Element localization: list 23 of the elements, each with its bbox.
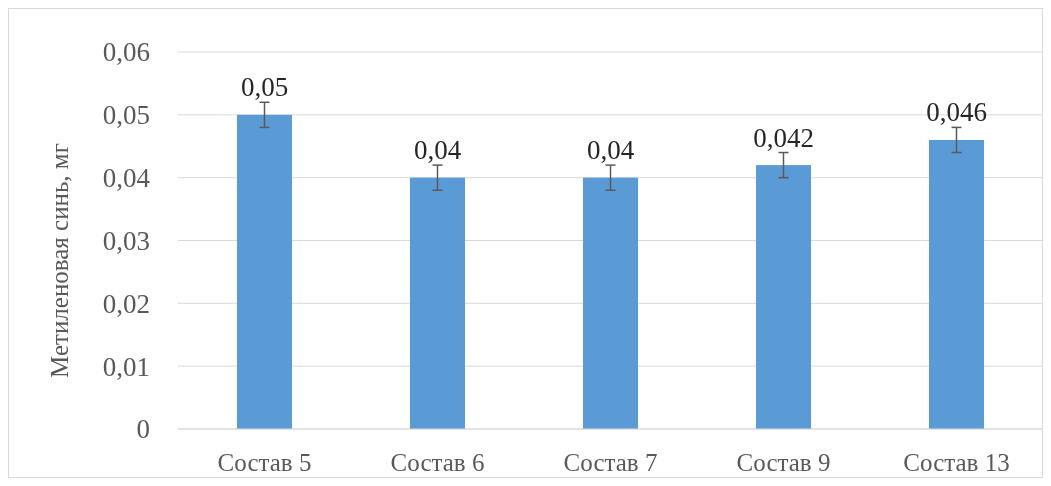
y-tick-label: 0,06 <box>102 37 150 68</box>
data-label: 0,046 <box>926 97 987 128</box>
y-tick-label: 0,02 <box>102 288 150 319</box>
bar <box>756 165 811 429</box>
bar <box>237 114 292 429</box>
bar <box>410 177 465 429</box>
data-label: 0,042 <box>753 122 814 153</box>
y-tick-label: 0 <box>136 414 150 445</box>
x-tick-label: Состав 6 <box>390 449 485 476</box>
y-axis-title: Метиленовая синь, мг <box>46 143 73 378</box>
y-tick-label: 0,01 <box>102 351 150 382</box>
bar <box>929 139 984 429</box>
x-tick-label: Состав 13 <box>903 449 1010 476</box>
x-tick-label: Состав 5 <box>217 449 312 476</box>
y-tick-label: 0,03 <box>102 225 150 256</box>
bar <box>583 177 638 429</box>
x-tick-label: Состав 7 <box>563 449 658 476</box>
y-tick-label: 0,04 <box>102 163 151 194</box>
data-label: 0,04 <box>413 135 462 166</box>
y-tick-label: 0,05 <box>102 100 150 131</box>
data-label: 0,05 <box>240 72 289 103</box>
data-label: 0,04 <box>586 135 635 166</box>
x-tick-label: Состав 9 <box>736 449 831 476</box>
